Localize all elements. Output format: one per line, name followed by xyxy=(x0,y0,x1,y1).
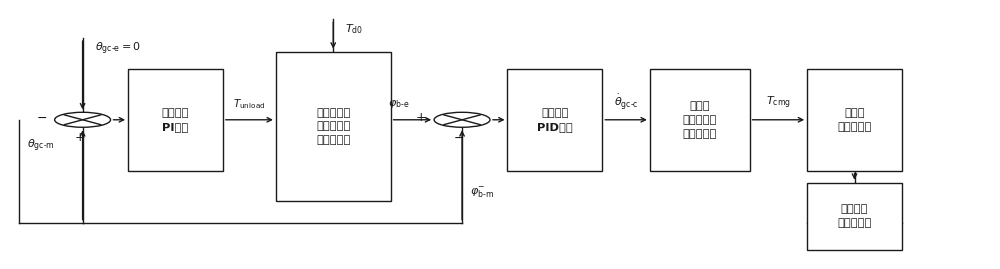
Text: 望车身倾角: 望车身倾角 xyxy=(316,108,350,118)
Text: $+$: $+$ xyxy=(74,131,85,144)
Text: $\dot{\theta}_{\rm gc\text{-}c}$: $\dot{\theta}_{\rm gc\text{-}c}$ xyxy=(614,93,638,112)
Text: 控制算法: 控制算法 xyxy=(162,108,189,118)
Text: 采集数据: 采集数据 xyxy=(841,204,868,214)
Circle shape xyxy=(55,112,111,127)
Text: PID环角: PID环角 xyxy=(537,122,573,132)
Bar xyxy=(128,69,223,171)
Text: $-$: $-$ xyxy=(453,131,465,144)
Text: PI环角: PI环角 xyxy=(162,122,189,132)
Text: 传感器模组: 传感器模组 xyxy=(837,218,872,228)
Text: 作用于双陀: 作用于双陀 xyxy=(837,122,872,132)
Text: $\theta_{\rm gc\text{-}e}=0$: $\theta_{\rm gc\text{-}e}=0$ xyxy=(95,41,140,57)
Text: $\varphi_{\rm b\text{-}e}$: $\varphi_{\rm b\text{-}e}$ xyxy=(388,98,410,110)
Text: 方程计算修: 方程计算修 xyxy=(683,115,717,125)
Bar xyxy=(650,69,750,171)
Text: $+$: $+$ xyxy=(415,111,426,123)
Bar xyxy=(276,52,391,201)
Text: $\varphi_{\rm b\text{-}m}^{-}$: $\varphi_{\rm b\text{-}m}^{-}$ xyxy=(470,186,494,200)
Text: 控制算法: 控制算法 xyxy=(541,108,569,118)
Text: 基于动力学: 基于动力学 xyxy=(683,129,717,139)
Text: 基于动力学: 基于动力学 xyxy=(316,135,350,145)
Text: $T_{\rm cmg}$: $T_{\rm cmg}$ xyxy=(766,94,791,111)
Text: $T_{\rm d0}$: $T_{\rm d0}$ xyxy=(345,22,363,36)
Text: $-$: $-$ xyxy=(36,111,47,123)
Bar xyxy=(507,69,602,171)
Circle shape xyxy=(434,112,490,127)
Text: 方程计算期: 方程计算期 xyxy=(316,122,350,132)
Text: 螺机构: 螺机构 xyxy=(844,108,865,118)
Bar xyxy=(807,69,902,171)
Bar xyxy=(807,183,902,250)
Text: $T_{\rm unload}$: $T_{\rm unload}$ xyxy=(233,97,266,111)
Text: 正力矩: 正力矩 xyxy=(689,101,710,111)
Text: $\theta_{\rm gc\text{-}m}$: $\theta_{\rm gc\text{-}m}$ xyxy=(27,138,54,154)
